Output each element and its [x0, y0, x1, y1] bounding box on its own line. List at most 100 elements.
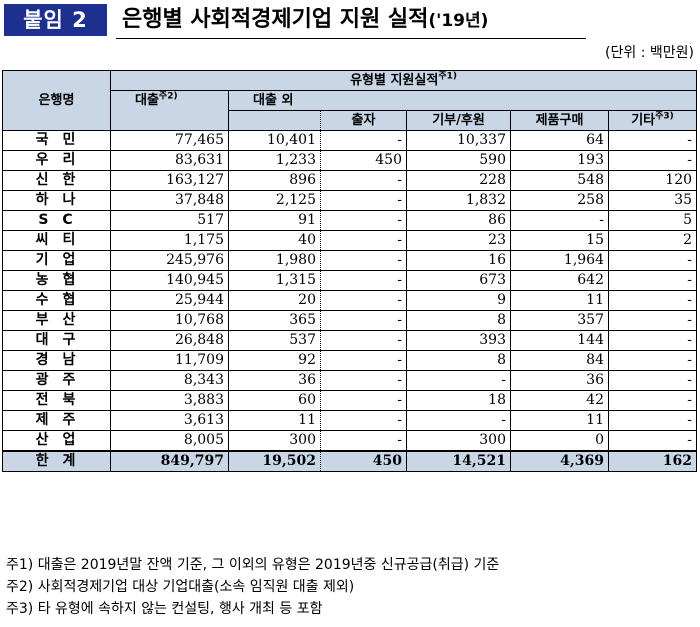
non-loan-cell: 36 [228, 370, 321, 391]
investment-cell: - [320, 330, 407, 351]
header-group-label: 유형별 지원실적 [350, 73, 439, 88]
loan-cell: 3,613 [110, 410, 229, 431]
purchase-cell: 193 [510, 150, 609, 171]
non-loan-cell: 537 [228, 330, 321, 351]
other-cell: - [607, 430, 698, 452]
bank-name-cell: 광주 [2, 370, 111, 391]
other-cell: 2 [607, 230, 698, 251]
non-loan-cell: 2,125 [228, 190, 321, 211]
other-cell: - [607, 250, 698, 271]
non-loan-cell: 20 [228, 290, 321, 311]
donation-cell: 16 [406, 250, 511, 271]
other-cell: - [607, 410, 698, 431]
bank-name-cell: 씨티 [2, 230, 111, 251]
investment-cell: - [320, 130, 407, 151]
bank-name-cell: 제주 [2, 410, 111, 431]
investment-cell: - [320, 250, 407, 271]
header-loan-note: 주2) [158, 91, 178, 102]
header-non-loan-sub [228, 110, 321, 131]
investment-cell: 450 [320, 450, 407, 472]
other-cell: 120 [607, 170, 698, 191]
table-row: 광주 8,343 36- -36- [2, 370, 698, 391]
header-other: 기타주3) [607, 110, 698, 131]
header-loan-label: 대출 [135, 93, 159, 108]
purchase-cell: 64 [510, 130, 609, 151]
non-loan-cell: 91 [228, 210, 321, 231]
header-other-note: 주3) [655, 111, 674, 122]
purchase-cell: 4,369 [510, 450, 609, 472]
other-cell: - [607, 310, 698, 331]
table-row: 신한 163,127 896-228 548 120 [2, 170, 698, 191]
bank-name-cell: 대구 [2, 330, 111, 351]
loan-cell: 25,944 [110, 290, 229, 311]
non-loan-cell: 365 [228, 310, 321, 331]
table-row: 농협 140,945 1,315-673 642- [2, 270, 698, 291]
loan-cell: 849,797 [110, 450, 229, 472]
table-row: 씨티 1,175 40-23 15 2 [2, 230, 698, 251]
bank-name-cell: 농협 [2, 270, 111, 291]
loan-cell: 3,883 [110, 390, 229, 411]
loan-cell: 140,945 [110, 270, 229, 291]
bank-support-table: 은행명 유형별 지원실적주1) 대출주2) 대출 외 출자 기부/후원 제품구매… [2, 70, 698, 472]
footnote-1: 주1) 대출은 2019년말 잔액 기준, 그 이외의 유형은 2019년중 신… [6, 557, 500, 573]
donation-cell: 393 [406, 330, 511, 351]
non-loan-cell: 300 [228, 430, 321, 452]
purchase-cell: - [510, 210, 609, 231]
other-cell: - [607, 150, 698, 171]
non-loan-cell: 896 [228, 170, 321, 191]
header-non-loan: 대출 외 [227, 90, 698, 111]
donation-cell: - [406, 370, 511, 391]
bank-name-cell: 우리 [2, 150, 111, 171]
header-bank: 은행명 [2, 70, 111, 131]
bank-name-cell: 한계 [2, 450, 111, 472]
donation-cell: 673 [406, 270, 511, 291]
bank-name-cell: 부산 [2, 310, 111, 331]
table-row: 우리 83,631 1,233 450 590 193- [2, 150, 698, 171]
loan-cell: 83,631 [110, 150, 229, 171]
header-investment: 출자 [320, 110, 407, 131]
investment-cell: - [320, 290, 407, 311]
loan-cell: 77,465 [110, 130, 229, 151]
header-purchase: 제품구매 [510, 110, 609, 131]
table-row: 하나 37,848 2,125-1,832 258 35 [2, 190, 698, 211]
investment-cell: - [320, 170, 407, 191]
investment-cell: - [320, 230, 407, 251]
unit-label: (단위 : 백만원) [605, 45, 694, 61]
non-loan-cell: 10,401 [228, 130, 321, 151]
page-title: 은행별 사회적경제기업 지원 실적('19년) [122, 4, 488, 37]
investment-cell: 450 [320, 150, 407, 171]
purchase-cell: 11 [510, 290, 609, 311]
loan-cell: 1,175 [110, 230, 229, 251]
title-year: ('19년) [428, 11, 489, 31]
donation-cell: 8 [406, 350, 511, 371]
purchase-cell: 11 [510, 410, 609, 431]
title-row: 붙임 2 은행별 사회적경제기업 지원 실적('19년) [4, 4, 696, 39]
investment-cell: - [320, 370, 407, 391]
donation-cell: 86 [406, 210, 511, 231]
donation-cell: 23 [406, 230, 511, 251]
header-loan: 대출주2) [110, 90, 229, 131]
other-cell: - [607, 330, 698, 351]
donation-cell: 18 [406, 390, 511, 411]
bank-name-cell: 전북 [2, 390, 111, 411]
table-row: SC 517 91-86-5 [2, 210, 698, 231]
donation-cell: 1,832 [406, 190, 511, 211]
loan-cell: 11,709 [110, 350, 229, 371]
non-loan-cell: 19,502 [228, 450, 321, 472]
table-row: 수협 25,944 20-9 11- [2, 290, 698, 311]
non-loan-cell: 1,980 [228, 250, 321, 271]
bank-name-cell: 수협 [2, 290, 111, 311]
other-cell: 162 [607, 450, 698, 472]
footnote-2: 주2) 사회적경제기업 대상 기업대출(소속 임직원 대출 제외) [6, 579, 355, 595]
footnote-3: 주3) 타 유형에 속하지 않는 컨설팅, 행사 개최 등 포함 [6, 601, 323, 617]
table-row: 기업 245,976 1,980-16 1,964- [2, 250, 698, 271]
other-cell: 35 [607, 190, 698, 211]
purchase-cell: 84 [510, 350, 609, 371]
table-row: 대구 26,848 537-393 144- [2, 330, 698, 351]
other-cell: - [607, 370, 698, 391]
table-row: 부산 10,768 365-8 357- [2, 310, 698, 331]
purchase-cell: 642 [510, 270, 609, 291]
loan-cell: 8,005 [110, 430, 229, 452]
bank-name-cell: 하나 [2, 190, 111, 211]
non-loan-cell: 92 [228, 350, 321, 371]
